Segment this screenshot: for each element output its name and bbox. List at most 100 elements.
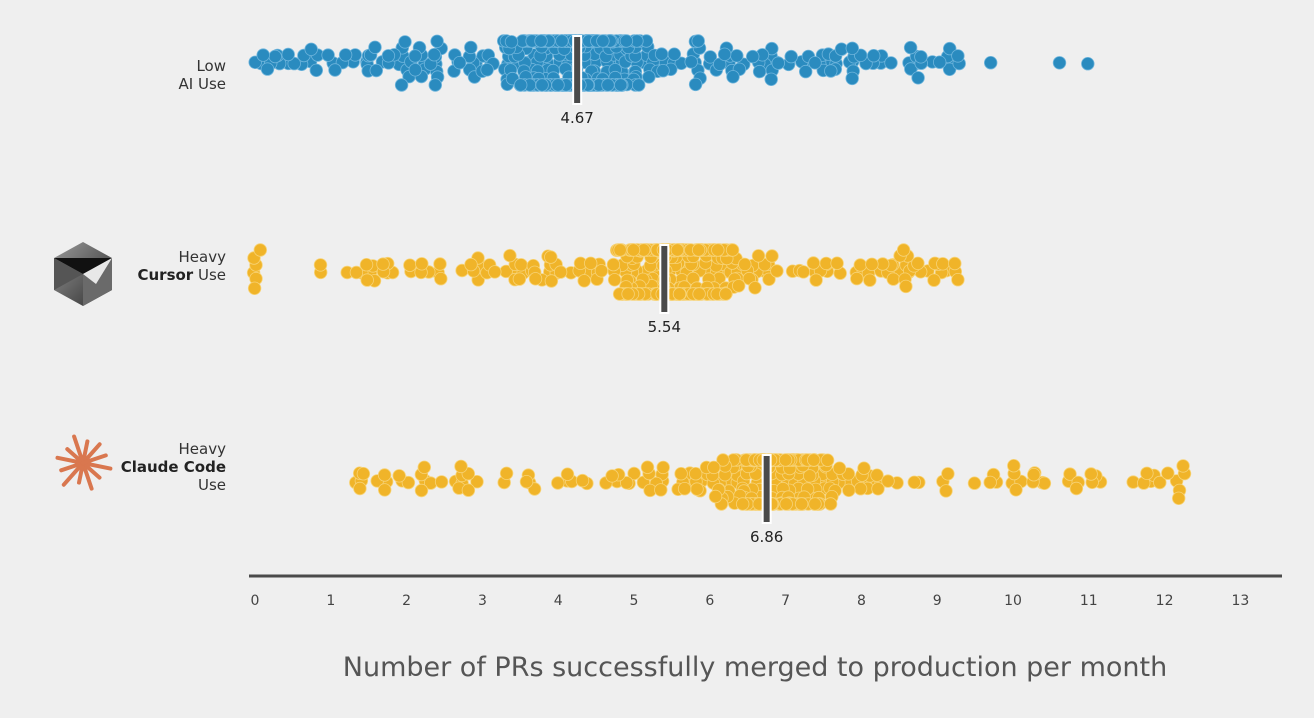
data-point	[417, 460, 432, 475]
data-point	[1063, 467, 1077, 481]
data-point	[690, 482, 704, 496]
data-point	[770, 264, 784, 278]
data-point	[614, 78, 628, 92]
row-label-cursor: Heavy Cursor Use	[137, 248, 226, 284]
data-point	[613, 243, 627, 257]
data-point	[830, 256, 844, 270]
data-point	[806, 256, 821, 270]
data-point	[951, 273, 965, 287]
data-point	[281, 47, 295, 62]
data-point	[553, 265, 568, 279]
data-point	[927, 273, 941, 287]
data-point	[619, 34, 634, 48]
data-point	[914, 50, 928, 64]
data-point	[967, 476, 982, 490]
data-point	[911, 256, 925, 271]
data-point	[377, 468, 392, 482]
data-point	[751, 249, 766, 263]
data-point	[1007, 459, 1021, 473]
data-point	[577, 274, 591, 288]
data-point	[845, 41, 860, 56]
data-point	[535, 78, 549, 92]
data-point	[427, 48, 441, 62]
x-tick-label: 10	[1004, 593, 1022, 609]
data-point	[748, 281, 762, 295]
data-point	[903, 40, 918, 55]
data-point	[512, 272, 527, 286]
x-tick-label: 12	[1156, 593, 1174, 609]
data-point	[746, 49, 760, 64]
data-point	[871, 482, 885, 496]
data-point	[626, 243, 641, 257]
dots-layer	[246, 34, 1192, 511]
data-point	[642, 70, 656, 84]
data-point	[1171, 491, 1186, 506]
data-point	[514, 258, 528, 272]
data-point	[865, 257, 879, 272]
data-point	[1153, 475, 1167, 490]
data-point	[784, 49, 798, 64]
data-point	[670, 243, 685, 257]
data-point	[703, 50, 718, 64]
data-point	[708, 489, 723, 504]
row-label-claude-line3: Use	[197, 476, 226, 494]
data-point	[621, 287, 635, 301]
data-point	[360, 273, 374, 287]
data-point	[667, 47, 682, 61]
data-point	[503, 248, 517, 263]
data-point	[394, 78, 409, 92]
data-point	[808, 497, 822, 511]
data-point	[794, 497, 809, 511]
data-point	[654, 47, 669, 61]
data-point	[594, 264, 609, 278]
data-point	[256, 48, 270, 62]
data-point	[688, 77, 703, 92]
x-tick-label: 13	[1231, 593, 1249, 609]
data-point	[454, 459, 468, 474]
x-tick-label: 7	[781, 593, 790, 609]
data-point	[939, 484, 953, 498]
data-point	[470, 475, 484, 489]
data-point	[842, 483, 856, 498]
data-point	[904, 62, 918, 76]
data-point	[378, 483, 392, 497]
data-point	[656, 63, 670, 78]
data-point	[717, 47, 732, 62]
data-point	[408, 49, 422, 63]
data-point	[528, 272, 543, 286]
data-point	[434, 272, 448, 286]
data-point	[752, 64, 767, 79]
data-point	[807, 453, 821, 467]
data-point	[1027, 468, 1041, 482]
data-point	[328, 63, 342, 77]
data-point	[850, 271, 864, 286]
data-point	[726, 70, 740, 84]
data-point	[260, 62, 275, 76]
mean-label: 5.54	[648, 318, 681, 336]
data-point	[853, 258, 868, 272]
data-point	[514, 78, 528, 92]
mean-marker	[763, 456, 770, 522]
data-point	[689, 467, 703, 481]
data-point	[453, 56, 467, 70]
data-point	[430, 34, 444, 49]
data-point	[499, 466, 514, 481]
data-point	[368, 40, 382, 55]
data-point	[707, 460, 721, 475]
data-point	[765, 249, 779, 263]
data-point	[504, 35, 519, 49]
x-axis: 0 1 2 3 4 5 6 7 8 9 10 11 12 13	[249, 574, 1282, 609]
data-point	[711, 243, 725, 257]
x-tick-label: 3	[478, 593, 487, 609]
data-point	[824, 64, 838, 78]
data-point	[738, 257, 752, 272]
data-point	[321, 48, 335, 62]
data-point	[863, 273, 877, 287]
data-point	[857, 461, 871, 475]
row-label-cursor-line2: Cursor Use	[137, 266, 226, 284]
data-point	[799, 64, 813, 79]
data-point	[488, 265, 502, 279]
data-point	[845, 71, 859, 86]
data-point	[605, 469, 619, 483]
